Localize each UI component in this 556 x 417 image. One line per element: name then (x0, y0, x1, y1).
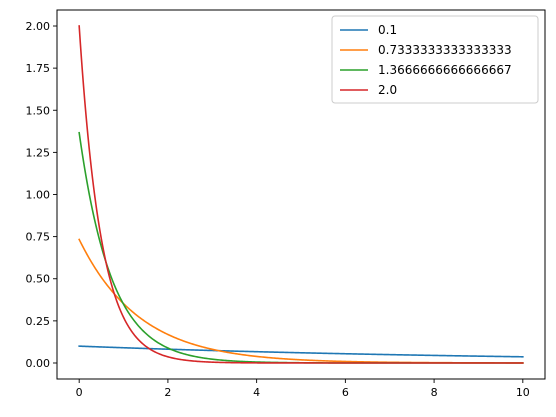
legend: 0.1 0.7333333333333333 1.3666666666666667 2… (331, 15, 539, 104)
y-tick-label: 0.50 (26, 273, 51, 286)
series-line-0 (78, 345, 524, 358)
series-line-1 (78, 238, 524, 364)
legend-label: 2.0 (378, 83, 397, 97)
y-tick-label: 1.50 (26, 104, 51, 117)
y-tick-label: 1.25 (26, 146, 51, 159)
series-layer (78, 25, 524, 364)
legend-label: 0.7333333333333333 (378, 43, 512, 57)
series-line-2 (78, 131, 524, 364)
x-tick-label: 8 (431, 386, 438, 399)
y-tick-label: 0.75 (26, 231, 51, 244)
y-tick-label: 0.25 (26, 315, 51, 328)
y-tick-label: 0.00 (26, 357, 51, 370)
x-tick-label: 4 (253, 386, 260, 399)
legend-label: 1.3666666666666667 (378, 63, 512, 77)
y-tick-label: 1.00 (26, 189, 51, 202)
y-tick-label: 2.00 (26, 20, 51, 33)
x-tick-label: 0 (76, 386, 83, 399)
legend-box (331, 15, 539, 104)
x-tick-label: 2 (164, 386, 171, 399)
x-axis: 0 2 4 6 8 10 (76, 379, 530, 399)
x-tick-label: 10 (516, 386, 530, 399)
y-tick-label: 1.75 (26, 62, 51, 75)
y-axis: 0.00 0.25 0.50 0.75 1.00 1.25 1.50 1.75 2.00 (26, 20, 57, 370)
x-tick-label: 6 (342, 386, 349, 399)
legend-label: 0.1 (378, 23, 397, 37)
series-line-3 (78, 25, 524, 364)
